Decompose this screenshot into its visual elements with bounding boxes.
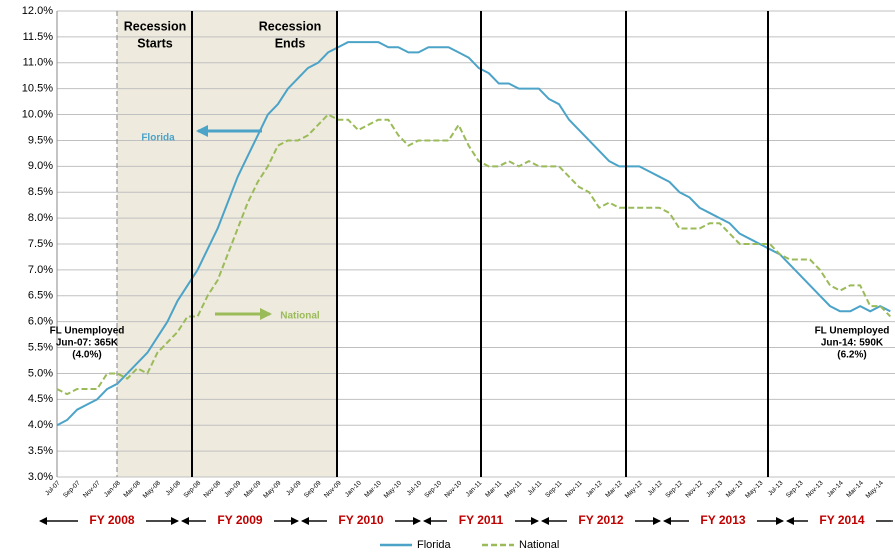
- x-tick-label: Jan-11: [465, 479, 484, 498]
- y-tick-label: 4.0%: [28, 419, 53, 431]
- y-tick-label: 5.0%: [28, 367, 53, 379]
- x-tick-label: Nov-11: [564, 479, 584, 499]
- fy-label-bg: [567, 513, 635, 529]
- x-tick-label: Jan-13: [705, 479, 724, 498]
- y-tick-label: 3.5%: [28, 445, 53, 457]
- x-tick-label: Jan-12: [585, 479, 604, 498]
- y-tick-label: 9.0%: [28, 160, 53, 172]
- fy-label: FY 2013: [700, 513, 745, 527]
- x-tick-label: Nov-12: [684, 479, 704, 499]
- x-tick-label: Jul-08: [165, 479, 183, 497]
- fy-label: FY 2014: [819, 513, 864, 527]
- annotation: Florida: [141, 133, 175, 144]
- x-tick-label: Jul-13: [767, 479, 785, 497]
- x-tick-label: Mar-09: [243, 479, 263, 499]
- x-tick-label: May-14: [865, 479, 886, 500]
- y-tick-label: 10.5%: [22, 83, 53, 95]
- fy-label-bg: [808, 513, 876, 529]
- series-line: [56, 41, 891, 427]
- fy-label: FY 2012: [578, 513, 623, 527]
- y-tick-label: 6.5%: [28, 290, 53, 302]
- fy-label: FY 2008: [89, 513, 134, 527]
- annotation: (4.0%): [72, 350, 101, 361]
- x-tick-label: Mar-14: [845, 479, 865, 499]
- fy-label-bg: [447, 513, 515, 529]
- x-tick-label: Sep-12: [664, 479, 684, 499]
- x-tick-label: Sep-09: [303, 479, 323, 499]
- fy-label: FY 2011: [459, 513, 504, 527]
- annotation: Recession: [124, 19, 187, 33]
- x-tick-label: Sep-08: [182, 479, 202, 499]
- series-line: [56, 113, 892, 396]
- fy-label-bg: [327, 513, 395, 529]
- x-tick-label: Nov-10: [443, 479, 463, 499]
- x-tick-label: Nov-08: [202, 479, 222, 499]
- x-tick-label: Jan-09: [223, 479, 242, 498]
- x-tick-label: Jul-09: [285, 479, 303, 497]
- y-tick-label: 4.5%: [28, 393, 53, 405]
- y-tick-label: 7.0%: [28, 264, 53, 276]
- y-tick-label: 9.5%: [28, 134, 53, 146]
- x-tick-label: May-12: [624, 479, 645, 500]
- x-tick-label: Jan-10: [344, 479, 363, 498]
- x-tick-label: Jul-10: [406, 479, 424, 497]
- y-tick-label: 11.0%: [23, 57, 54, 69]
- x-tick-label: Sep-11: [544, 479, 564, 499]
- x-tick-label: May-10: [383, 479, 404, 500]
- annotation: Ends: [275, 36, 306, 50]
- x-tick-label: May-08: [142, 479, 163, 500]
- x-tick-label: Nov-09: [323, 479, 343, 499]
- x-tick-label: Mar-11: [484, 479, 503, 498]
- y-tick-label: 11.5%: [23, 31, 54, 43]
- annotation: Jun-07: 365K: [56, 338, 119, 349]
- x-tick-label: Mar-12: [604, 479, 624, 499]
- x-tick-label: Jan-14: [826, 479, 845, 498]
- y-tick-label: 8.0%: [28, 212, 53, 224]
- x-tick-label: Nov-13: [805, 479, 825, 499]
- y-tick-label: 3.0%: [28, 471, 53, 483]
- x-tick-label: Mar-10: [363, 479, 383, 499]
- annotation: (6.2%): [837, 350, 866, 361]
- x-tick-label: May-09: [262, 479, 283, 500]
- legend-label: National: [519, 539, 559, 551]
- fy-label-bg: [689, 513, 757, 529]
- y-tick-label: 10.0%: [22, 108, 53, 120]
- x-tick-label: May-13: [744, 479, 765, 500]
- y-tick-label: 6.0%: [28, 316, 53, 328]
- x-tick-label: Jul-12: [647, 479, 665, 497]
- annotation: FL Unemployed: [50, 326, 125, 337]
- annotation: National: [280, 311, 320, 322]
- annotation: FL Unemployed: [815, 326, 890, 337]
- x-tick-label: Jul-11: [526, 479, 543, 496]
- y-tick-label: 8.5%: [28, 186, 53, 198]
- annotation: Starts: [137, 36, 172, 50]
- x-tick-label: Jan-08: [103, 479, 122, 498]
- y-tick-label: 12.0%: [22, 5, 53, 17]
- x-tick-label: Sep-13: [785, 479, 805, 499]
- fy-label-bg: [78, 513, 146, 529]
- y-tick-label: 5.5%: [28, 341, 53, 353]
- annotation: Recession: [259, 19, 322, 33]
- x-tick-label: Mar-08: [122, 479, 142, 499]
- annotation: Jun-14: 590K: [821, 338, 884, 349]
- fy-label: FY 2009: [217, 513, 262, 527]
- x-tick-label: Nov-07: [82, 479, 102, 499]
- x-tick-label: May-11: [504, 479, 524, 499]
- legend-label: Florida: [417, 539, 452, 551]
- x-tick-label: Sep-10: [423, 479, 443, 499]
- y-tick-label: 7.5%: [28, 238, 53, 250]
- x-tick-label: Mar-13: [725, 479, 745, 499]
- x-tick-label: Sep-07: [62, 479, 82, 499]
- fy-label: FY 2010: [338, 513, 383, 527]
- fy-label-bg: [206, 513, 274, 529]
